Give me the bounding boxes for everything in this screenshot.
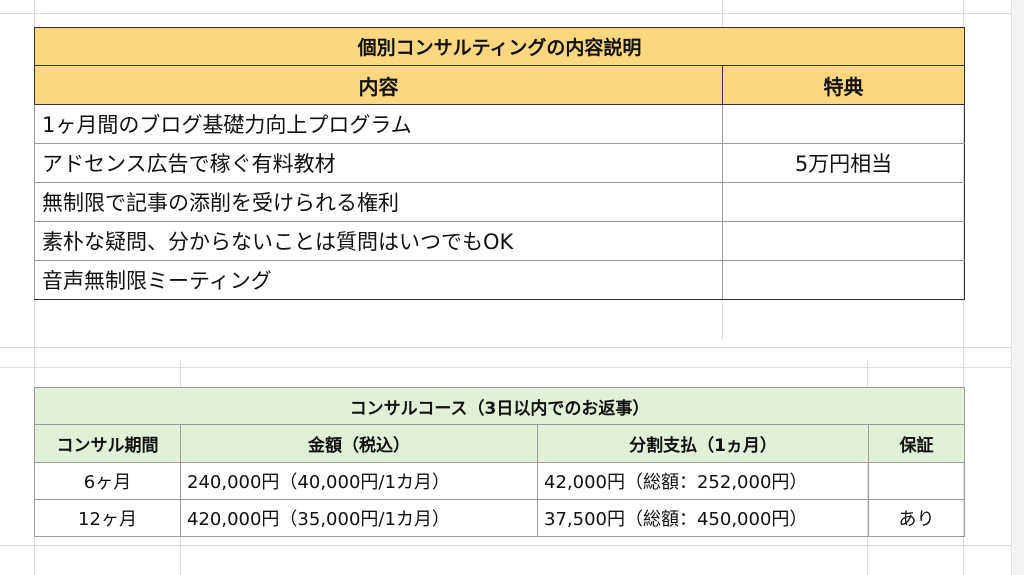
table-row: 無制限で記事の添削を受けられる権利 — [34, 182, 965, 222]
table-row: 1ヶ月間のブログ基礎力向上プログラム — [34, 104, 965, 144]
bonus-cell[interactable] — [722, 221, 965, 261]
gridline — [0, 347, 1012, 348]
consulting-content-table: 個別コンサルティングの内容説明 内容 特典 1ヶ月間のブログ基礎力向上プログラム… — [34, 27, 965, 300]
content-cell[interactable]: 音声無制限ミーティング — [34, 260, 723, 300]
content-cell[interactable]: 無制限で記事の添削を受けられる権利 — [34, 182, 723, 222]
header-period[interactable]: コンサル期間 — [34, 424, 181, 463]
period-cell[interactable]: 12ヶ月 — [34, 499, 181, 537]
period-cell[interactable]: 6ヶ月 — [34, 462, 181, 500]
gridline — [0, 367, 1012, 368]
table-row: 12ヶ月 420,000円（35,000円/1カ月） 37,500円（総額：45… — [34, 499, 966, 537]
gridline — [0, 13, 1012, 14]
installment-cell[interactable]: 37,500円（総額：450,000円） — [537, 499, 869, 537]
price-cell[interactable]: 240,000円（40,000円/1カ月） — [180, 462, 538, 500]
header-bonus[interactable]: 特典 — [722, 65, 965, 105]
table-row: 音声無制限ミーティング — [34, 260, 965, 300]
bonus-cell[interactable] — [722, 182, 965, 222]
bonus-cell[interactable] — [722, 260, 965, 300]
table-row: アドセンス広告で稼ぐ有料教材 5万円相当 — [34, 143, 965, 183]
content-cell[interactable]: 1ヶ月間のブログ基礎力向上プログラム — [34, 104, 723, 144]
header-price[interactable]: 金額（税込） — [180, 424, 538, 463]
course-table-title[interactable]: コンサルコース（3日以内でのお返事） — [33, 387, 966, 425]
table-row: 6ヶ月 240,000円（40,000円/1カ月） 42,000円（総額：252… — [34, 462, 966, 500]
course-pricing-table: コンサルコース（3日以内でのお返事） コンサル期間 金額（税込） 分割支払（1ヵ… — [33, 387, 966, 537]
warranty-cell[interactable] — [867, 462, 966, 500]
header-installment[interactable]: 分割支払（1ヵ月） — [537, 424, 869, 463]
content-cell[interactable]: アドセンス広告で稼ぐ有料教材 — [34, 143, 723, 183]
bonus-cell[interactable]: 5万円相当 — [722, 143, 965, 183]
installment-cell[interactable]: 42,000円（総額：252,000円） — [537, 462, 869, 500]
table-row: 素朴な疑問、分からないことは質問はいつでもOK — [34, 221, 965, 261]
price-cell[interactable]: 420,000円（35,000円/1カ月） — [180, 499, 538, 537]
warranty-cell[interactable]: あり — [867, 499, 966, 537]
header-warranty[interactable]: 保証 — [867, 424, 966, 463]
bonus-cell[interactable] — [722, 104, 965, 144]
content-cell[interactable]: 素朴な疑問、分からないことは質問はいつでもOK — [34, 221, 723, 261]
header-content[interactable]: 内容 — [34, 65, 723, 105]
consulting-table-title[interactable]: 個別コンサルティングの内容説明 — [34, 27, 965, 66]
window-edge — [1011, 0, 1024, 575]
gridline — [0, 545, 1012, 546]
